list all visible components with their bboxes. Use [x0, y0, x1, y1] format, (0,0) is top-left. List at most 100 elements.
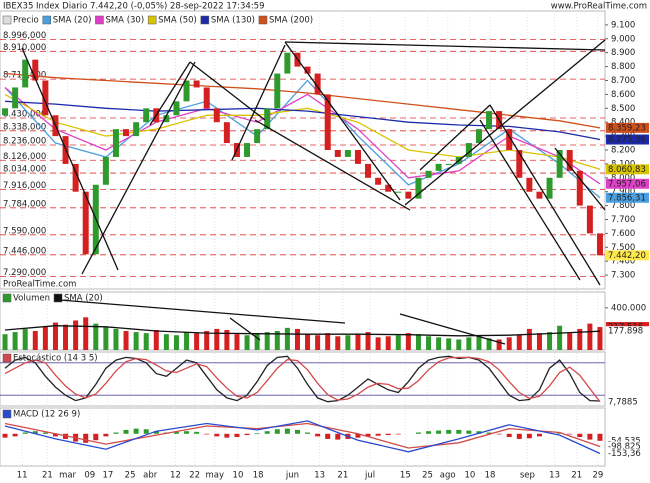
histogram-bar [516, 433, 522, 439]
y-tick-label: 8.700 [611, 76, 635, 86]
legend-label: SMA (50) [158, 16, 197, 26]
volume-bar [496, 339, 502, 350]
volume-bar [385, 336, 391, 350]
value-badge-bg [606, 435, 649, 446]
histogram-bar [12, 433, 18, 437]
histogram-bar [224, 433, 230, 438]
volume-bar [365, 332, 371, 350]
level-label: 8.034,000 [3, 165, 46, 175]
candle [304, 66, 311, 74]
volume-bar [254, 333, 260, 350]
volume-bar [153, 329, 159, 350]
candle [82, 191, 89, 255]
series-badge: 177.898 [608, 327, 643, 337]
volume-bar [264, 332, 270, 350]
volume-bar [204, 331, 210, 350]
candle [183, 80, 190, 102]
histogram-bar [234, 433, 240, 437]
candle [22, 59, 29, 88]
candle [354, 150, 361, 164]
histogram-bar [133, 428, 139, 434]
legend-label: Precio [13, 16, 39, 26]
y-tick-label: 7.600 [611, 229, 635, 239]
histogram-bar [153, 431, 159, 434]
volume-bar [184, 332, 190, 350]
histogram-bar [567, 433, 573, 435]
volume-bar [466, 337, 472, 350]
candle [213, 108, 220, 123]
x-tick-label: abr [143, 471, 158, 481]
candle [12, 87, 19, 109]
y-tick-label: 7.400 [611, 257, 635, 267]
histogram-bar [93, 433, 99, 441]
series-badge-bg [606, 178, 649, 189]
histogram-bar [355, 433, 361, 438]
volume-bar [597, 327, 603, 350]
y-tick-label: 9.000 [611, 34, 635, 44]
volume-bar [163, 334, 169, 350]
histogram-bar [526, 433, 532, 439]
volume-bar [12, 332, 18, 350]
candle [536, 191, 543, 199]
candle [72, 163, 79, 192]
histogram-bar [103, 433, 109, 437]
volume-bar [486, 338, 492, 350]
histogram-bar [375, 433, 381, 436]
level-label: 7.916,000 [3, 181, 46, 191]
histogram-bar [315, 433, 321, 437]
volume-bar [506, 337, 512, 350]
histogram-bar [426, 431, 432, 434]
volume-bar [315, 335, 321, 350]
legend-label: SMA (200) [269, 16, 313, 26]
panel-frame [0, 351, 606, 407]
y-tick-label: 7.700 [611, 215, 635, 225]
volume-bar [335, 336, 341, 350]
level-label: 7.446,000 [3, 246, 46, 256]
level-label: 8.430,000 [3, 110, 46, 120]
candle [445, 163, 452, 165]
histogram-bar [184, 431, 190, 434]
histogram-bar [597, 433, 603, 441]
volume-bar [22, 328, 28, 350]
histogram-bar [385, 433, 391, 436]
histogram-bar [254, 433, 260, 434]
histogram-bar [305, 432, 311, 434]
volume-bar [294, 328, 300, 350]
candle [344, 150, 351, 157]
volume-bar [405, 333, 411, 350]
volume-bar [516, 335, 522, 350]
histogram-bar [173, 431, 179, 434]
level-label: 7.290,000 [3, 268, 46, 278]
legend-label: MACD (12 26 9) [13, 410, 80, 420]
x-tick-label: 21 [337, 471, 348, 481]
volume-bar [133, 332, 139, 350]
volume-bar [73, 320, 79, 350]
x-tick-label: 21 [42, 471, 53, 481]
volume-bar [375, 337, 381, 350]
candle [133, 122, 140, 137]
histogram-bar [123, 429, 129, 434]
legend-label: SMA (30) [105, 16, 144, 26]
y-tick-label: 7.300 [611, 271, 635, 281]
volume-bar [305, 334, 311, 350]
histogram-bar [264, 431, 270, 434]
line [4, 325, 601, 337]
candle [596, 233, 603, 256]
volume-bar [395, 335, 401, 350]
volume-bar [83, 317, 89, 350]
legend-swatch [95, 15, 104, 25]
candle [546, 177, 553, 199]
y-tick-label: 7.500 [611, 243, 635, 253]
candle [314, 73, 321, 95]
x-tick-label: 10 [233, 471, 244, 481]
y-tick-label: 8.900 [611, 48, 635, 58]
histogram-bar [214, 433, 220, 437]
x-tick-label: 25 [125, 471, 136, 481]
candle [475, 129, 482, 144]
legend-swatch [258, 15, 268, 25]
candle [143, 108, 150, 123]
volume-bar [224, 329, 230, 350]
series-badge: 8.275,36 [608, 135, 646, 145]
x-tick-label: 18 [485, 471, 496, 481]
y-tick-label: 9.100 [611, 20, 635, 30]
